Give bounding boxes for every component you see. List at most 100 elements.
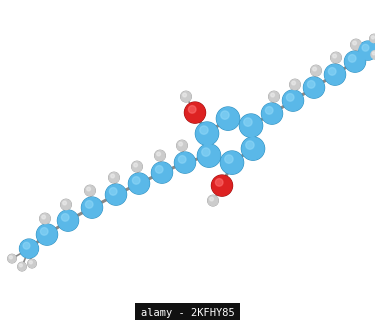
Circle shape: [40, 214, 50, 224]
Circle shape: [177, 140, 187, 151]
Circle shape: [324, 64, 345, 85]
Circle shape: [61, 200, 71, 210]
Circle shape: [210, 197, 213, 201]
Circle shape: [188, 106, 196, 113]
Circle shape: [244, 118, 252, 126]
Circle shape: [359, 42, 375, 60]
Circle shape: [362, 44, 369, 51]
Circle shape: [20, 240, 38, 258]
Circle shape: [132, 177, 140, 184]
Circle shape: [269, 91, 279, 102]
Circle shape: [371, 51, 375, 59]
Circle shape: [283, 91, 303, 111]
Circle shape: [86, 201, 93, 208]
Circle shape: [212, 176, 232, 196]
Circle shape: [303, 77, 324, 98]
Circle shape: [240, 115, 262, 137]
Circle shape: [179, 142, 183, 146]
Circle shape: [85, 185, 95, 196]
Circle shape: [331, 52, 341, 63]
Circle shape: [40, 228, 48, 235]
Circle shape: [23, 242, 30, 249]
Circle shape: [345, 51, 366, 72]
Circle shape: [42, 215, 45, 219]
Circle shape: [18, 262, 26, 271]
Circle shape: [266, 107, 273, 114]
Circle shape: [106, 185, 126, 204]
Circle shape: [9, 256, 12, 259]
Circle shape: [242, 137, 264, 160]
Circle shape: [262, 104, 282, 124]
Circle shape: [353, 41, 357, 45]
Circle shape: [313, 67, 316, 71]
Circle shape: [333, 54, 336, 58]
Circle shape: [129, 173, 149, 194]
Circle shape: [61, 199, 71, 210]
Circle shape: [155, 151, 165, 161]
Circle shape: [8, 255, 16, 263]
Circle shape: [109, 172, 119, 183]
Circle shape: [181, 92, 191, 102]
Circle shape: [348, 55, 356, 62]
Circle shape: [370, 35, 375, 43]
Circle shape: [290, 79, 300, 90]
Circle shape: [198, 144, 220, 167]
Circle shape: [28, 260, 36, 268]
Circle shape: [20, 239, 39, 258]
Circle shape: [62, 214, 69, 221]
Circle shape: [261, 103, 282, 124]
Circle shape: [196, 123, 218, 145]
Circle shape: [184, 102, 206, 123]
Circle shape: [129, 173, 150, 194]
Circle shape: [325, 65, 345, 84]
Circle shape: [200, 126, 208, 134]
Circle shape: [85, 186, 95, 196]
Circle shape: [351, 39, 361, 50]
Circle shape: [29, 261, 32, 264]
Circle shape: [311, 65, 321, 76]
Circle shape: [372, 52, 375, 55]
Circle shape: [152, 163, 172, 183]
Circle shape: [345, 52, 365, 72]
Circle shape: [304, 78, 324, 98]
Text: alamy - 2KFHY85: alamy - 2KFHY85: [141, 303, 234, 313]
Circle shape: [40, 213, 50, 224]
Circle shape: [174, 152, 195, 173]
Circle shape: [37, 225, 57, 244]
Circle shape: [8, 254, 16, 263]
Circle shape: [370, 35, 375, 43]
Circle shape: [105, 184, 126, 205]
Circle shape: [328, 68, 336, 75]
Circle shape: [81, 197, 102, 218]
Circle shape: [358, 41, 375, 60]
Circle shape: [155, 166, 163, 173]
Circle shape: [351, 40, 361, 50]
Circle shape: [290, 80, 300, 90]
Circle shape: [183, 93, 186, 97]
Circle shape: [308, 81, 315, 88]
Circle shape: [208, 195, 218, 206]
Circle shape: [246, 141, 254, 149]
Circle shape: [110, 188, 117, 195]
Circle shape: [82, 197, 102, 218]
Circle shape: [286, 93, 294, 101]
Circle shape: [331, 52, 341, 63]
Circle shape: [155, 150, 165, 161]
Circle shape: [198, 145, 220, 167]
Circle shape: [36, 224, 57, 245]
Circle shape: [157, 152, 160, 156]
Circle shape: [271, 93, 274, 97]
Circle shape: [215, 179, 223, 186]
Circle shape: [220, 151, 243, 174]
Circle shape: [311, 66, 321, 76]
Circle shape: [221, 111, 229, 119]
Circle shape: [177, 140, 187, 151]
Circle shape: [211, 175, 232, 196]
Circle shape: [202, 148, 210, 156]
Circle shape: [225, 155, 233, 163]
Circle shape: [282, 90, 303, 111]
Circle shape: [20, 264, 22, 267]
Circle shape: [18, 263, 26, 271]
Circle shape: [132, 161, 142, 172]
Circle shape: [216, 107, 240, 130]
